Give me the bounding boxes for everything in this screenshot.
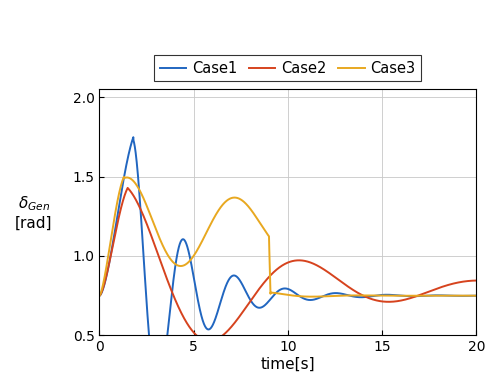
Line: Case2: Case2 — [100, 188, 476, 341]
Case1 — [443, 293, 449, 298]
Case1 — [462, 294, 468, 298]
Case1 — [96, 293, 102, 298]
Line: Case1: Case1 — [100, 137, 476, 387]
Case2 — [443, 283, 449, 288]
Case3 — [370, 293, 376, 298]
Case1 — [370, 294, 376, 298]
Case3 — [276, 291, 281, 296]
Case3 — [255, 217, 261, 222]
Case2 — [474, 278, 480, 283]
Case1 — [474, 293, 480, 298]
Case3 — [443, 293, 449, 298]
Case1 — [255, 305, 261, 310]
Case3 — [462, 293, 468, 298]
Case1 — [258, 305, 264, 310]
Case2 — [206, 339, 212, 344]
Case2 — [276, 265, 281, 270]
Line: Case3: Case3 — [100, 177, 476, 297]
Case2 — [124, 186, 130, 190]
Case3 — [121, 175, 127, 179]
Case1 — [276, 288, 281, 293]
Case3 — [96, 293, 102, 298]
Case2 — [96, 293, 102, 298]
Y-axis label: $\delta_{Gen}$
[rad]: $\delta_{Gen}$ [rad] — [15, 194, 52, 230]
Case2 — [370, 297, 376, 302]
Case3 — [309, 295, 315, 299]
X-axis label: time[s]: time[s] — [260, 357, 315, 372]
Case2 — [255, 288, 261, 293]
Case2 — [462, 279, 468, 284]
Case1 — [130, 135, 136, 139]
Legend: Case1, Case2, Case3: Case1, Case2, Case3 — [154, 55, 422, 81]
Case2 — [258, 284, 264, 289]
Case3 — [258, 222, 264, 227]
Case3 — [474, 293, 480, 298]
